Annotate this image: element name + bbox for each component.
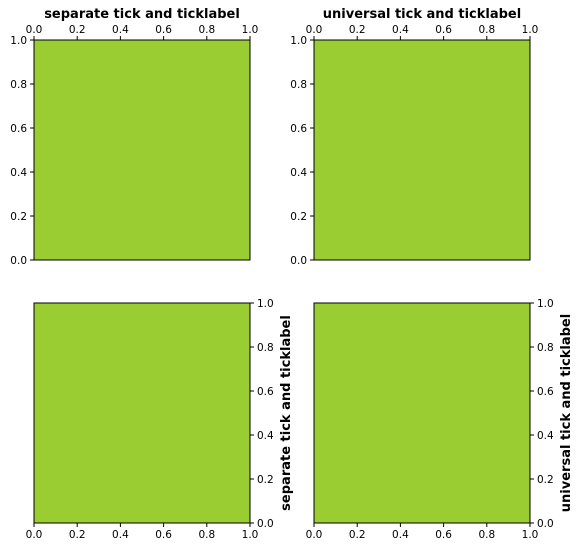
x-tick-label: 0.6 [435, 529, 452, 541]
y-tick-label: 0.6 [537, 386, 554, 398]
y-tick-label: 0.8 [10, 79, 27, 91]
y-tick-label: 0.4 [257, 430, 274, 442]
x-tick-label: 0.4 [112, 529, 129, 541]
x-tick-label: 1.0 [242, 24, 259, 36]
axes-root: 0.0 0.2 0.4 0.6 0.8 1.00.00.20.40.60.81.0sepa… [10, 7, 574, 541]
y-tick-label: 0.2 [10, 211, 27, 223]
x-tick-label: 0.8 [198, 529, 215, 541]
x-tick-label: 1.0 [522, 24, 539, 36]
y-tick-label: 0.0 [257, 518, 274, 530]
y-tick-label: 0.8 [537, 342, 554, 354]
y-tick-label: 0.2 [290, 211, 307, 223]
x-tick-label: 0.8 [478, 529, 495, 541]
axes-panel-4: 0.0 0.2 0.4 0.6 0.8 1.00.00.20.40.60.81.0univ… [306, 298, 574, 541]
plot-area [33, 39, 251, 261]
axes-panel-3: 0.0 0.2 0.4 0.6 0.8 1.00.00.20.40.60.81.0sepa… [26, 298, 294, 541]
y-tick-label: 0.2 [537, 474, 554, 486]
x-tick-label: 0.8 [198, 24, 215, 36]
y-tick-label: 0.6 [257, 386, 274, 398]
x-tick-label: 0.6 [155, 24, 172, 36]
y-tick-label: 0.6 [290, 123, 307, 135]
y-tick-label: 0.0 [290, 255, 307, 267]
x-tick-label: 0.2 [69, 24, 86, 36]
y-tick-label: 1.0 [290, 35, 307, 47]
x-tick-label: 0.2 [349, 24, 366, 36]
axes-title: separate tick and ticklabel [44, 7, 240, 22]
x-tick-label: 0.4 [112, 24, 129, 36]
axes-panel-1: 0.0 0.2 0.4 0.6 0.8 1.00.00.20.40.60.81.0sepa… [10, 7, 258, 267]
x-tick-label: 1.0 [522, 529, 539, 541]
y-tick-label: 0.8 [290, 79, 307, 91]
x-tick-label: 0.0 [26, 529, 43, 541]
y-tick-label: 1.0 [537, 298, 554, 310]
y-tick-label: 0.0 [537, 518, 554, 530]
x-tick-label: 0.4 [392, 24, 409, 36]
plot-area [313, 39, 531, 261]
plot-area [33, 302, 251, 524]
y-tick-label: 0.8 [257, 342, 274, 354]
y-tick-label: 1.0 [257, 298, 274, 310]
x-tick-label: 0.0 [26, 24, 43, 36]
x-tick-label: 0.0 [306, 24, 323, 36]
y-tick-label: 0.4 [537, 430, 554, 442]
axes-title: universal tick and ticklabel [323, 7, 521, 22]
x-tick-label: 0.6 [155, 529, 172, 541]
x-tick-label: 0.8 [478, 24, 495, 36]
axes-panel-2: 0.0 0.2 0.4 0.6 0.8 1.00.00.20.40.60.81.0univ… [290, 7, 538, 267]
x-tick-label: 0.2 [349, 529, 366, 541]
y-tick-label: 0.4 [10, 167, 27, 179]
x-tick-label: 0.6 [435, 24, 452, 36]
y-axis-label: universal tick and ticklabel [559, 314, 574, 512]
plot-area [313, 302, 531, 524]
x-tick-label: 0.4 [392, 529, 409, 541]
y-tick-label: 1.0 [10, 35, 27, 47]
y-tick-label: 0.6 [10, 123, 27, 135]
y-tick-label: 0.0 [10, 255, 27, 267]
y-axis-label: separate tick and ticklabel [279, 315, 294, 511]
y-tick-label: 0.2 [257, 474, 274, 486]
x-tick-label: 1.0 [242, 529, 259, 541]
y-tick-label: 0.4 [290, 167, 307, 179]
x-tick-label: 0.0 [306, 529, 323, 541]
x-tick-label: 0.2 [69, 529, 86, 541]
